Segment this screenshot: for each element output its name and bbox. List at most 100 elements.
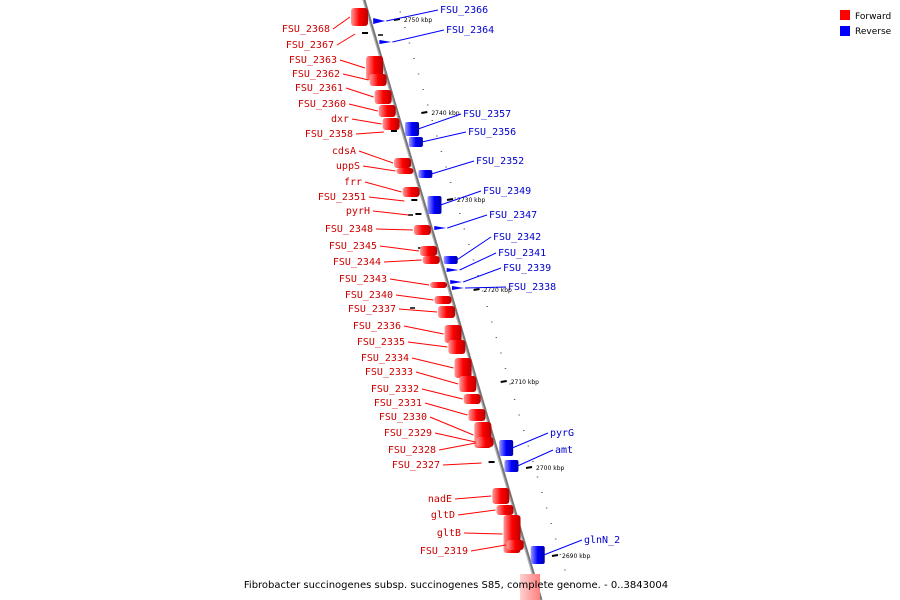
forward-gene[interactable]: cdsA [332,146,412,168]
reverse-gene[interactable]: FSU_2342 [443,232,541,264]
reverse-gene[interactable]: FSU_2339 [450,263,551,284]
forward-gene[interactable]: FSU_2348 [325,224,431,235]
gene-block[interactable] [405,122,420,136]
genome-footer: Fibrobacter succinogenes subsp. succinog… [244,580,668,591]
gene-block[interactable] [430,282,448,288]
gene-block[interactable] [374,90,392,104]
reverse-gene[interactable]: FSU_2349 [427,186,531,214]
forward-gene[interactable]: FSU_2351 [318,192,418,203]
forward-gene[interactable]: FSU_2361 [295,83,392,104]
gene-block[interactable] [446,268,459,272]
forward-gene[interactable]: FSU_2337 [348,304,456,318]
gene-block[interactable] [427,196,442,214]
gene-block[interactable] [422,256,440,264]
gene-block[interactable] [468,409,486,421]
gene-block[interactable] [451,286,464,290]
gene-connector [456,236,492,261]
forward-gene[interactable]: FSU_2332 [371,384,481,404]
gene-connector [383,259,422,263]
gene-block[interactable] [496,505,514,515]
forward-gene[interactable]: FSU_2367 [286,32,369,51]
forward-gene[interactable]: FSU_2343 [339,274,448,288]
gene-block-partial[interactable] [520,574,540,600]
forward-gene[interactable]: FSU_2336 [353,321,462,343]
gene-block[interactable] [476,440,494,446]
tick-mark [473,288,480,291]
gene-block[interactable] [413,225,431,235]
gene-block[interactable] [443,256,458,264]
gene-block[interactable] [459,376,477,392]
gene-block[interactable] [408,137,423,147]
forward-gene[interactable]: FSU_2319 [420,540,524,557]
tick-mark [421,111,428,114]
gene-block[interactable] [378,105,396,117]
reverse-gene[interactable]: FSU_2347 [434,210,537,230]
forward-gene[interactable]: FSU_2335 [357,337,466,354]
forward-gene[interactable]: FSU_2345 [329,241,438,256]
forward-gene[interactable]: FSU_2362 [292,69,387,86]
gene-block[interactable] [444,325,462,343]
forward-gene[interactable]: FSU_2344 [333,256,440,268]
tick-mark [525,466,533,469]
gene-block[interactable] [506,540,524,550]
gene-block[interactable] [492,488,510,504]
gene-block[interactable] [351,8,369,26]
forward-gene[interactable]: uppS [336,161,414,174]
reverse-gene[interactable]: FSU_2366 [373,5,488,24]
gene-block[interactable] [396,168,414,174]
gene-block[interactable] [369,74,387,86]
gene-label: FSU_2360 [298,99,346,110]
gene-block[interactable] [382,118,400,130]
gene-block[interactable] [448,340,466,354]
gene-block[interactable] [463,394,481,404]
gene-connector [434,432,476,443]
reverse-gene[interactable]: FSU_2341 [446,248,547,272]
gene-block[interactable] [438,306,456,318]
forward-gene[interactable]: FSU_2360 [298,99,396,117]
forward-gene[interactable]: frr [344,177,420,197]
forward-gene[interactable]: dxr [331,114,400,130]
reverse-gene[interactable]: pyrG [499,428,574,456]
legend-forward-label: Forward [855,12,891,22]
gene-label: FSU_2349 [483,186,531,197]
forward-gene[interactable]: FSU_2368 [282,8,369,35]
forward-gene[interactable]: FSU_2328 [388,440,494,456]
gene-label: FSU_2363 [289,55,337,66]
forward-gene[interactable]: FSU_2333 [365,367,477,392]
reverse-gene[interactable]: FSU_2338 [451,282,556,293]
forward-gene[interactable]: pyrH [346,206,422,217]
gene-block[interactable] [450,280,463,284]
gene-block[interactable] [434,226,447,230]
forward-gene[interactable]: FSU_2327 [392,460,495,471]
reverse-gene[interactable]: FSU_2357 [405,109,511,136]
gene-block[interactable] [394,158,412,168]
reverse-gene[interactable]: FSU_2352 [418,156,524,178]
reverse-gene[interactable]: FSU_2364 [379,25,494,44]
forward-gene[interactable]: FSU_2331 [374,398,486,421]
gene-block[interactable] [504,460,519,472]
forward-gene[interactable]: gltD [431,505,514,521]
forward-gene[interactable]: FSU_2334 [361,353,472,378]
gene-block[interactable] [420,246,438,256]
minor-tick-layer [378,11,571,586]
gene-block[interactable] [499,440,514,456]
genome-axis [362,0,543,600]
gene-block[interactable] [454,358,472,378]
forward-gene[interactable]: nadE [428,488,510,505]
gene-block[interactable] [402,187,420,197]
gene-block[interactable] [530,546,545,564]
reverse-gene[interactable]: amt [504,445,573,472]
gene-connector [389,278,430,286]
gene-connector [457,509,496,516]
gene-label: FSU_2331 [374,398,422,409]
gene-block[interactable] [434,296,452,304]
gene-block[interactable] [379,40,392,44]
forward-gene[interactable]: FSU_2340 [345,290,452,304]
gene-label: nadE [428,494,452,505]
gene-block[interactable] [418,170,433,178]
reverse-gene[interactable]: glnN_2 [530,535,620,564]
reverse-gene[interactable]: FSU_2356 [408,127,516,147]
forward-gene[interactable]: FSU_2358 [305,129,397,140]
gene-block[interactable] [373,18,386,24]
gene-label: FSU_2339 [503,263,551,274]
